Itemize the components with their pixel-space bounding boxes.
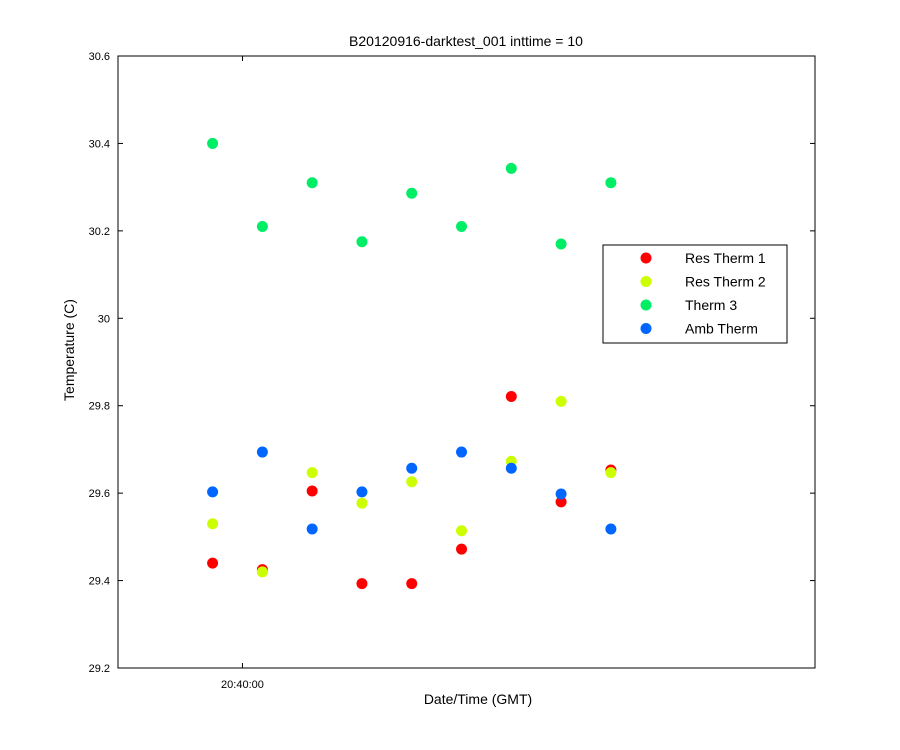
- data-point-series-4: [406, 462, 418, 474]
- data-point-series-1: [456, 543, 468, 555]
- data-point-series-2: [207, 518, 219, 530]
- data-point-series-2: [306, 467, 318, 479]
- data-point-series-4: [456, 446, 468, 458]
- legend-marker: [640, 252, 652, 264]
- legend-box: [602, 244, 788, 344]
- plot-area: [117, 55, 816, 669]
- legend-label: Amb Therm: [685, 321, 758, 337]
- data-point-series-4: [356, 486, 368, 498]
- data-point-series-1: [505, 391, 517, 403]
- legend-marker: [640, 276, 652, 287]
- y-tick-label: 29.2: [89, 663, 110, 675]
- legend-label: Res Therm 2: [685, 274, 766, 290]
- data-point-series-3: [207, 137, 219, 149]
- y-tick-label: 30.6: [89, 51, 110, 63]
- data-point-series-3: [555, 238, 567, 250]
- data-point-series-4: [306, 523, 318, 535]
- x-axis-label: Date/Time (GMT): [424, 691, 532, 707]
- x-axis: 20:40:00: [221, 56, 264, 691]
- data-point-series-4: [555, 488, 567, 500]
- data-point-series-2: [605, 467, 617, 479]
- x-tick-label: 20:40:00: [221, 679, 264, 691]
- y-tick-label: 29.8: [89, 401, 110, 413]
- data-point-series-3: [406, 187, 418, 199]
- data-point-series-2: [555, 395, 567, 407]
- data-point-series-2: [406, 476, 418, 488]
- data-point-series-4: [505, 462, 517, 474]
- data-point-series-3: [306, 177, 318, 189]
- legend-marker: [640, 323, 652, 334]
- data-point-series-1: [406, 578, 418, 590]
- y-tick-label: 30.4: [89, 138, 110, 150]
- data-point-series-3: [456, 220, 468, 232]
- data-point-series-2: [356, 497, 368, 509]
- y-tick-label: 29.6: [89, 488, 110, 500]
- data-point-series-1: [306, 485, 318, 497]
- data-point-series-3: [256, 220, 268, 232]
- data-points: [207, 137, 617, 590]
- data-point-series-3: [605, 177, 617, 189]
- data-point-series-3: [356, 236, 368, 248]
- data-point-series-4: [605, 523, 617, 535]
- legend-marker: [640, 299, 652, 311]
- legend-label: Therm 3: [685, 297, 737, 313]
- data-point-series-4: [207, 486, 219, 498]
- data-point-series-1: [356, 578, 368, 590]
- chart-title: B20120916-darktest_001 inttime = 10: [349, 33, 583, 49]
- data-point-series-3: [505, 162, 517, 174]
- data-point-series-2: [456, 525, 468, 537]
- data-point-series-1: [207, 557, 219, 569]
- y-tick-label: 30.2: [89, 226, 110, 238]
- y-axis: 29.2 29.4 29.6 29.8 30 30.2 30.4 30.6: [89, 51, 815, 675]
- legend-label: Res Therm 1: [685, 250, 766, 266]
- data-point-series-1: [555, 496, 567, 508]
- data-point-series-4: [256, 446, 268, 458]
- data-point-series-2: [256, 566, 268, 578]
- y-axis-label: Temperature (C): [61, 299, 77, 401]
- y-tick-label: 29.4: [89, 576, 110, 588]
- legend: Res Therm 1 Res Therm 2 Therm 3 Amb Therm: [602, 244, 788, 344]
- y-tick-label: 30: [98, 313, 110, 325]
